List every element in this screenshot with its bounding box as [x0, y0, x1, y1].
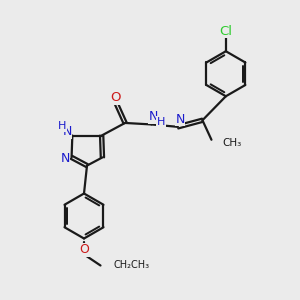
Text: N: N — [149, 110, 158, 123]
Text: CH₃: CH₃ — [222, 138, 241, 148]
Text: CH₂CH₃: CH₂CH₃ — [113, 260, 149, 271]
Text: O: O — [79, 243, 89, 256]
Text: N: N — [60, 152, 70, 165]
Text: O: O — [110, 91, 120, 104]
Text: N: N — [175, 113, 184, 126]
Text: H: H — [58, 121, 66, 131]
Text: Cl: Cl — [219, 25, 232, 38]
Text: H: H — [157, 117, 165, 127]
Text: N: N — [62, 125, 72, 138]
